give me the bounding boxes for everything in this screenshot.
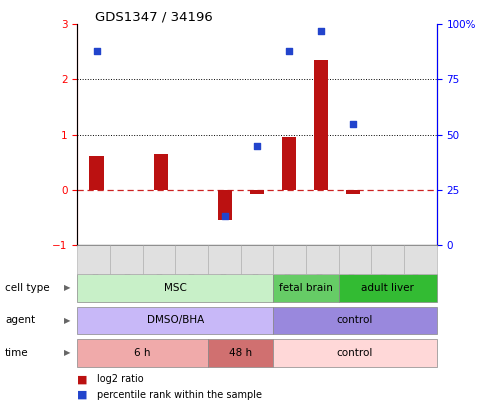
Text: 48 h: 48 h bbox=[229, 348, 252, 358]
Text: 6 h: 6 h bbox=[134, 348, 151, 358]
Text: agent: agent bbox=[5, 315, 35, 325]
Bar bbox=[282, 137, 296, 190]
Text: control: control bbox=[337, 348, 373, 358]
Text: time: time bbox=[5, 348, 28, 358]
Bar bbox=[250, 190, 264, 194]
Point bbox=[317, 28, 325, 34]
Point bbox=[221, 213, 229, 220]
Text: cell type: cell type bbox=[5, 283, 49, 293]
Text: ▶: ▶ bbox=[64, 316, 71, 325]
Text: DMSO/BHA: DMSO/BHA bbox=[147, 315, 204, 325]
Bar bbox=[218, 190, 232, 220]
Text: GDS1347 / 34196: GDS1347 / 34196 bbox=[95, 10, 213, 23]
Text: ▶: ▶ bbox=[64, 348, 71, 357]
Point bbox=[285, 47, 293, 54]
Text: log2 ratio: log2 ratio bbox=[97, 375, 144, 384]
Text: ■: ■ bbox=[77, 375, 88, 384]
Bar bbox=[154, 154, 168, 190]
Bar bbox=[314, 60, 328, 190]
Text: MSC: MSC bbox=[164, 283, 187, 293]
Bar bbox=[89, 156, 104, 190]
Text: adult liver: adult liver bbox=[361, 283, 414, 293]
Text: percentile rank within the sample: percentile rank within the sample bbox=[97, 390, 262, 400]
Text: ▶: ▶ bbox=[64, 284, 71, 292]
Point bbox=[93, 47, 101, 54]
Point bbox=[253, 143, 261, 149]
Point bbox=[349, 120, 357, 127]
Bar bbox=[346, 190, 360, 194]
Text: fetal brain: fetal brain bbox=[279, 283, 333, 293]
Text: ■: ■ bbox=[77, 390, 88, 400]
Text: control: control bbox=[337, 315, 373, 325]
